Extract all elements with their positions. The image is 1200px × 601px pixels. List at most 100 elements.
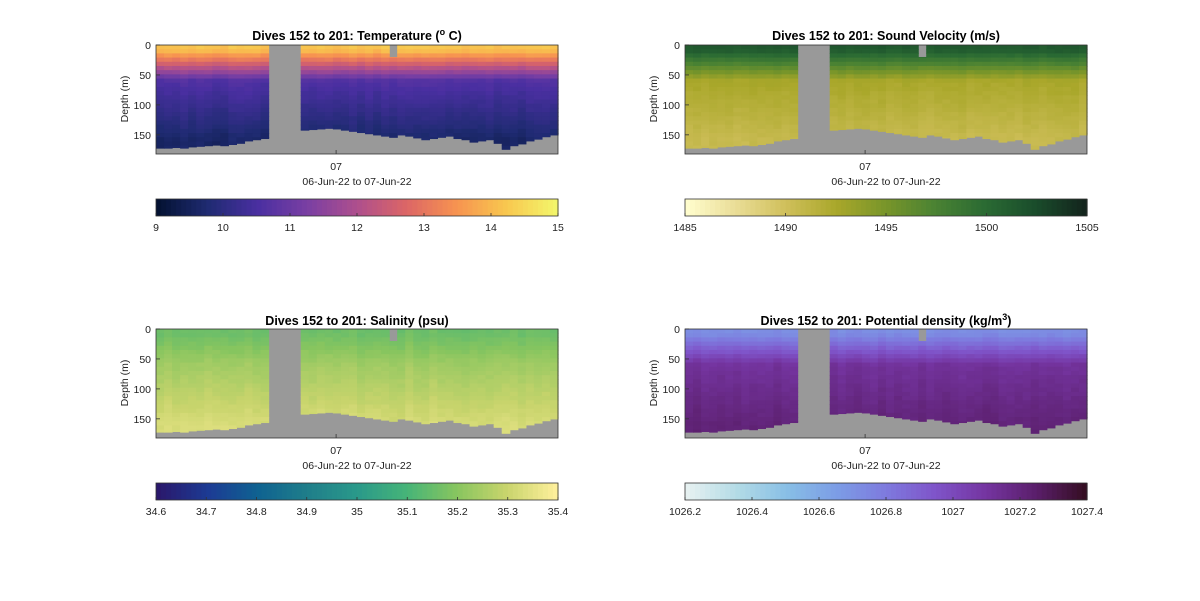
heatmap-cell [541, 333, 551, 338]
colorbar-segment [1016, 199, 1023, 216]
heatmap-cell [1078, 412, 1088, 418]
heatmap-cell [1078, 61, 1088, 67]
heatmap-cell [886, 391, 895, 397]
heatmap-cell [204, 354, 213, 359]
heatmap-cell [990, 86, 1000, 92]
heatmap-cell [188, 124, 197, 130]
heatmap-cell [164, 329, 173, 334]
heatmap-cell [220, 417, 229, 422]
heatmap-cell [389, 341, 398, 347]
heatmap-cell [381, 91, 390, 96]
heatmap-cell [300, 358, 310, 364]
heatmap-cell [886, 120, 895, 126]
heatmap-cell [501, 112, 511, 117]
heatmap-cell [204, 95, 213, 101]
heatmap-cell [894, 333, 903, 338]
heatmap-cell [164, 107, 173, 113]
heatmap-cell [252, 370, 262, 376]
heatmap-cell [429, 366, 438, 372]
heatmap-cell [437, 391, 447, 397]
colorbar-segment [181, 199, 187, 216]
heatmap-cell [180, 124, 189, 130]
heatmap-cell [685, 128, 694, 134]
heatmap-cell [781, 116, 791, 122]
heatmap-cell [765, 358, 775, 364]
heatmap-cell [966, 133, 976, 138]
heatmap-cell [172, 95, 181, 101]
colorbar-segment [547, 199, 554, 216]
colorbar-segment [211, 483, 217, 500]
heatmap-cell [693, 412, 702, 418]
heatmap-cell [1006, 375, 1016, 380]
heatmap-cell [300, 404, 310, 410]
heatmap-cell [340, 112, 350, 117]
heatmap-cell [445, 354, 455, 359]
heatmap-cell [749, 362, 758, 368]
heatmap-cell [966, 354, 976, 359]
heatmap-cell [228, 404, 237, 410]
heatmap-cell [926, 78, 935, 84]
heatmap-cell [156, 145, 165, 149]
heatmap-cell [525, 421, 535, 426]
heatmap-cell [701, 400, 710, 406]
heatmap-cell [773, 349, 783, 355]
heatmap-cell [172, 91, 181, 96]
data-column [709, 329, 718, 433]
heatmap-cell [156, 112, 165, 117]
heatmap-cell [1054, 45, 1064, 50]
heatmap-cell [773, 124, 783, 130]
colorbar-segment [507, 199, 514, 216]
heatmap-cell [894, 133, 903, 135]
colorbar-segment [171, 483, 177, 500]
data-column [252, 329, 262, 425]
heatmap-cell [709, 329, 718, 334]
colorbar-segment [412, 483, 418, 500]
heatmap-cell [934, 116, 943, 122]
heatmap-cell [437, 400, 447, 406]
heatmap-cell [926, 57, 935, 63]
heatmap-cell [757, 103, 766, 109]
heatmap-cell [709, 45, 718, 50]
colorbar-segment [221, 199, 227, 216]
heatmap-cell [340, 396, 350, 401]
heatmap-cell [773, 49, 783, 54]
heatmap-cell [958, 349, 967, 355]
colorbar-segment [1031, 199, 1038, 216]
heatmap-cell [220, 404, 229, 410]
heatmap-cell [188, 391, 197, 397]
heatmap-cell [533, 383, 543, 389]
heatmap-cell [204, 358, 213, 364]
heatmap-cell [741, 375, 750, 380]
heatmap-cell [252, 354, 262, 359]
heatmap-cell [549, 107, 559, 113]
heatmap-cell [773, 53, 783, 59]
data-column [934, 329, 943, 421]
heatmap-cell [381, 383, 390, 389]
heatmap-cell [228, 107, 237, 113]
heatmap-cell [244, 417, 254, 422]
heatmap-cell [990, 421, 1000, 425]
heatmap-cell [228, 396, 237, 401]
heatmap-cell [1014, 99, 1024, 105]
data-column [1030, 45, 1040, 150]
heatmap-cell [164, 53, 173, 59]
heatmap-cell [324, 53, 334, 59]
heatmap-cell [990, 391, 1000, 397]
heatmap-cell [413, 358, 422, 364]
heatmap-cell [453, 404, 463, 410]
heatmap-cell [781, 137, 791, 141]
heatmap-cell [172, 417, 181, 422]
heatmap-cell [781, 61, 791, 67]
heatmap-cell [717, 49, 726, 54]
heatmap-cell [869, 112, 879, 117]
heatmap-cell [789, 408, 799, 414]
heatmap-cell [469, 412, 479, 418]
heatmap-cell [517, 112, 527, 117]
heatmap-cell [324, 349, 334, 355]
heatmap-cell [1038, 417, 1048, 422]
heatmap-cell [429, 112, 438, 117]
heatmap-cell [445, 412, 455, 418]
heatmap-cell [477, 408, 487, 414]
heatmap-cell [950, 329, 959, 334]
data-column [757, 329, 766, 430]
